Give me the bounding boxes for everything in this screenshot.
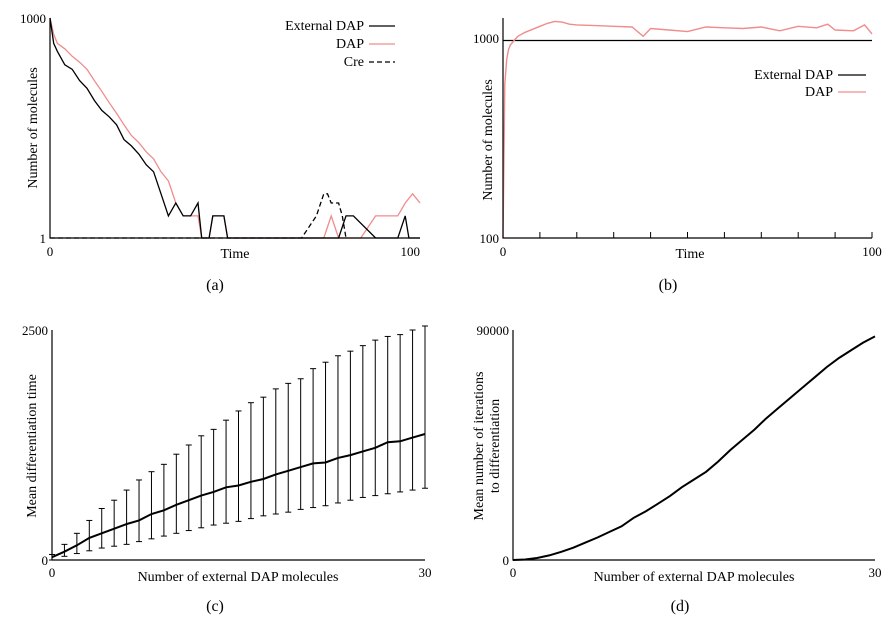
panel-b: 1000 100 0 100 Time Number of molecules … — [473, 18, 882, 294]
panel-d: 90000 0 0 30 Number of external DAP mole… — [472, 323, 882, 615]
legend-label-cre: Cre — [344, 55, 364, 70]
panel-d-y-label-line1: Mean number of iterations — [472, 372, 487, 521]
panel-b-y-tick-bottom: 100 — [480, 231, 500, 246]
panel-c-x-tick-right: 30 — [419, 565, 432, 580]
panel-c-caption: (c) — [206, 598, 224, 615]
panel-b-y-label: Number of molecules — [481, 79, 496, 200]
panel-d-y-tick-top: 90000 — [477, 323, 510, 338]
panel-d-x-label: Number of external DAP molecules — [594, 570, 795, 585]
panel-c-axes — [51, 330, 425, 561]
panel-b-x-tick-right: 100 — [862, 244, 882, 259]
mean-iterations-line — [512, 335, 876, 561]
panel-d-caption: (d) — [671, 598, 690, 615]
legend-label-dap: DAP — [336, 37, 364, 52]
legend-label-external-dap-b: External DAP — [754, 68, 833, 83]
panel-a-axes — [49, 18, 420, 239]
panel-d-y-tick-bottom: 0 — [503, 553, 510, 568]
panel-a-x-tick-right: 100 — [401, 244, 421, 259]
panel-d-y-label-line2: to differentiation — [488, 399, 503, 493]
panel-c-y-tick-top: 2500 — [22, 323, 48, 338]
panel-c-plot — [49, 325, 428, 561]
panel-b-x-ticks — [502, 232, 873, 238]
panel-d-plot — [512, 335, 876, 561]
panel-a-y-tick-bottom: 1 — [40, 231, 47, 246]
panel-a-x-label: Time — [220, 247, 249, 262]
panel-d-x-tick-right: 30 — [869, 565, 882, 580]
panel-c-y-label: Mean differentiation time — [25, 374, 40, 518]
series-line-cre — [50, 193, 347, 239]
panel-b-y-tick-top: 1000 — [473, 31, 499, 46]
panel-a-y-label: Number of molecules — [26, 67, 41, 188]
series-line-dap — [49, 17, 421, 239]
series-line-ext — [49, 17, 420, 239]
panel-a-x-tick-left: 0 — [47, 244, 54, 259]
panel-a-y-tick-top: 1000 — [20, 11, 46, 26]
panel-b-x-tick-left: 0 — [500, 244, 507, 259]
panel-c-x-tick-left: 0 — [49, 565, 56, 580]
panel-b-caption: (b) — [659, 277, 678, 294]
panel-b-axes — [502, 18, 872, 239]
panel-b-plot — [502, 20, 873, 239]
legend-label-external-dap: External DAP — [285, 19, 364, 34]
series-line-dap — [502, 20, 873, 239]
panel-d-axes — [512, 330, 875, 561]
panel-a-legend: External DAP DAP Cre — [285, 19, 395, 70]
panel-d-x-tick-left: 0 — [510, 565, 517, 580]
legend-label-dap-b: DAP — [805, 85, 833, 100]
panel-a-plot — [49, 17, 421, 239]
panel-b-x-label: Time — [675, 247, 704, 262]
panel-c-x-label: Number of external DAP molecules — [138, 570, 339, 585]
panel-a: 1000 1 0 100 Time Number of molecules (a… — [20, 11, 421, 294]
panel-a-caption: (a) — [206, 277, 224, 294]
mean-line — [51, 433, 426, 559]
panel-b-legend: External DAP DAP — [754, 68, 866, 100]
panel-c-y-tick-bottom: 0 — [42, 553, 49, 568]
panel-c: 2500 0 0 30 Number of external DAP molec… — [22, 323, 432, 615]
